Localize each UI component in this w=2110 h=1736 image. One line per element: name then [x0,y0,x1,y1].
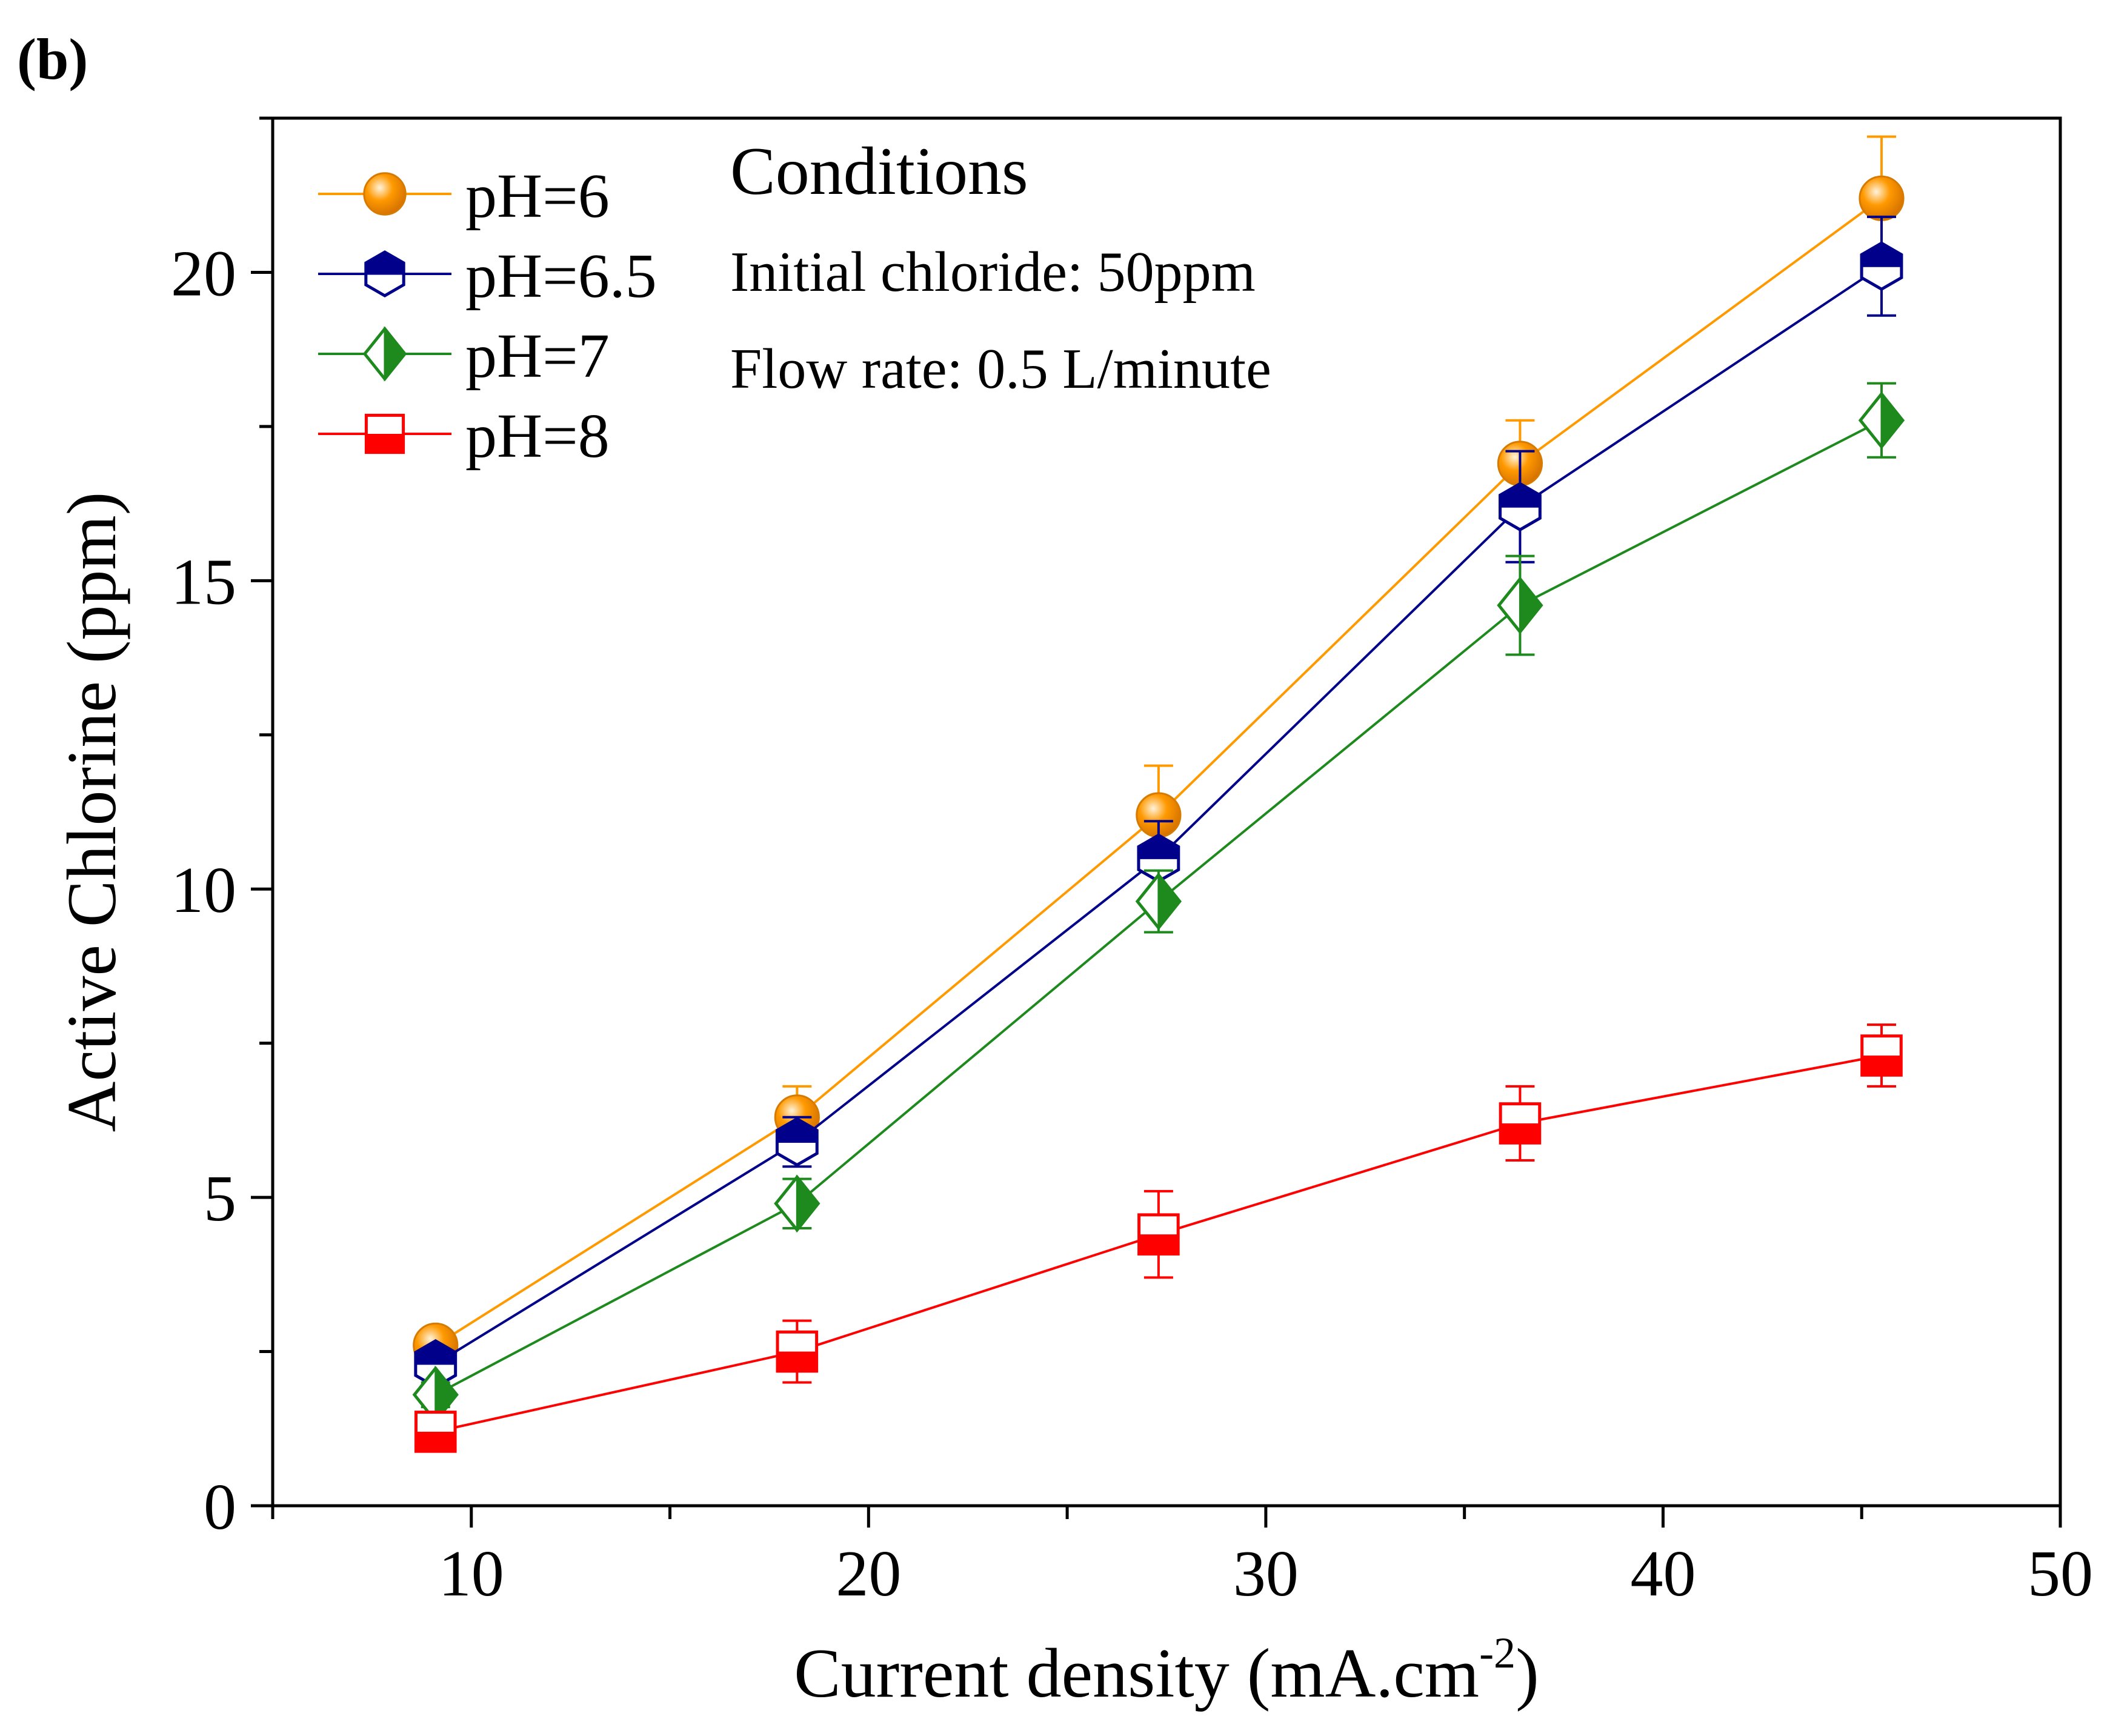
x-tick-label: 50 [2028,1538,2093,1610]
data-point [1497,576,1543,635]
marker-sphere-body [363,172,407,216]
marker-square-fill [777,1351,817,1371]
panel-label: (b) [17,27,88,91]
data-point [414,1411,457,1453]
marker-hexagon-fill [1499,482,1541,508]
y-axis-label: Active Chlorine (ppm) [53,492,131,1132]
data-point [774,1174,820,1233]
x-tick-label: 30 [1233,1538,1299,1610]
x-axis-label: Current density (mA.cm-2) [794,1629,1539,1712]
data-point [776,1330,819,1373]
marker-sphere-body [1859,175,1905,221]
data-point [1859,175,1905,221]
plot-frame [271,116,2062,1508]
y-tick-label: 15 [171,546,236,618]
marker-diamond-fill [1519,576,1543,635]
annotation-line: Flow rate: 0.5 L/minute [730,338,1271,401]
y-tick-label: 10 [171,854,236,926]
marker-hexagon-fill [365,251,405,275]
data-point [1858,391,1905,450]
marker-square-fill [366,434,404,453]
marker-diamond-fill [384,326,407,382]
y-tick-label: 20 [171,238,236,310]
marker-hexagon-fill [414,1340,457,1365]
marker-diamond-fill [796,1174,820,1233]
annotation-title: Conditions [730,134,1028,209]
marker-square-fill [1139,1234,1179,1254]
series-ph-6-5 [414,215,1903,1389]
marker-hexagon-fill [1137,834,1180,859]
marker-sphere [363,172,407,216]
legend-label: pH=7 [465,321,610,391]
y-tick-label: 0 [204,1471,236,1543]
x-axis-label-superscript: -2 [1479,1629,1516,1677]
data-point [1860,1034,1903,1077]
series-ph-6 [413,135,1905,1368]
data-point [1135,872,1182,931]
marker-square-fill [416,1431,456,1452]
x-tick-label: 40 [1630,1538,1696,1610]
marker-square-fill [1862,1056,1902,1076]
x-axis-label-tail: ) [1516,1635,1539,1712]
legend: pH=6 pH=6.5 pH=7 pH=8 [318,161,657,471]
data-point [414,1339,458,1389]
marker-square-fill [1500,1123,1540,1143]
marker-hexagon-fill [1860,242,1903,267]
x-tick-label: 10 [439,1538,504,1610]
legend-label: pH=6 [465,161,610,231]
series-ph-7 [412,382,1905,1424]
marker-diamond-fill [1880,391,1904,450]
x-tick-label: 20 [836,1538,901,1610]
data-point [1860,241,1903,291]
legend-label: pH=6.5 [465,241,657,311]
data-point [1499,1102,1542,1145]
marker-diamond [362,326,407,382]
conditions-annotation: Conditions Initial chloride: 50ppm Flow ra… [730,134,1271,401]
marker-hexagon [364,250,405,298]
data-point [775,1117,819,1167]
y-tick-label: 5 [204,1163,236,1235]
marker-square [364,413,405,454]
marker-diamond-fill [1157,872,1181,931]
data-point [1137,1213,1180,1255]
marker-hexagon-fill [776,1117,818,1143]
data-point [1499,482,1542,532]
legend-label: pH=8 [465,401,610,471]
series-ph-8 [414,1023,1903,1453]
marker-diamond-fill [434,1365,458,1424]
annotation-line: Initial chloride: 50ppm [730,241,1256,304]
